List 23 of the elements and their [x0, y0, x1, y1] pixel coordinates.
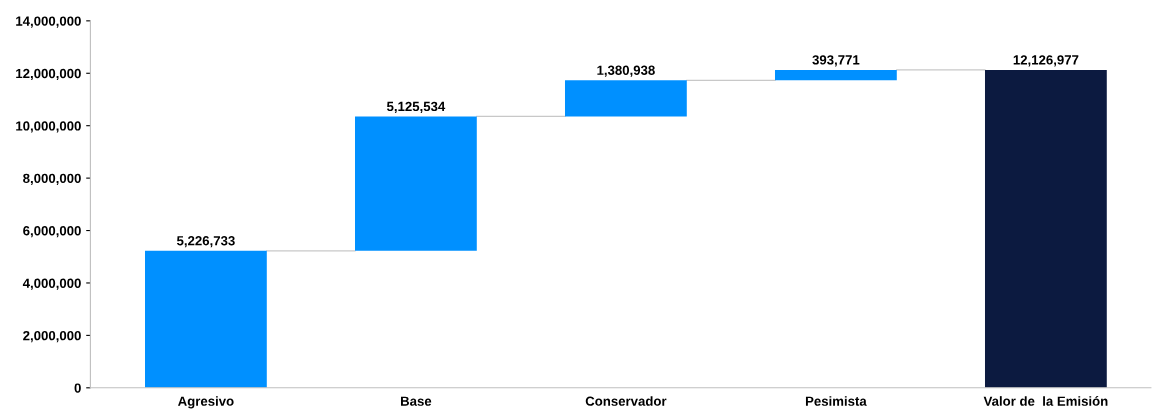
data-label: 393,771: [812, 55, 860, 67]
bar: [565, 80, 687, 117]
bar: [145, 250, 267, 388]
x-tick-label: Base: [401, 396, 432, 406]
data-label: 12,126,977: [1013, 55, 1079, 67]
x-tick-label: Conservador: [585, 396, 667, 406]
x-tick-label: Valor de la Emisión: [983, 396, 1108, 406]
data-label: 1,380,938: [597, 65, 655, 77]
data-label: 5,125,534: [386, 101, 446, 113]
y-tick-label: 6,000,000: [23, 226, 81, 238]
bar: [355, 116, 477, 251]
y-tick-label: 0: [74, 383, 81, 393]
y-tick-label: 14,000,000: [16, 16, 81, 28]
y-tick-label: 10,000,000: [16, 121, 81, 133]
x-tick-label: Agresivo: [178, 396, 234, 409]
bar: [984, 69, 1107, 388]
bar: [774, 69, 897, 81]
y-tick-label: 12,000,000: [16, 68, 81, 81]
x-tick-label: Pesimista: [805, 396, 867, 406]
y-tick-label: 2,000,000: [23, 330, 81, 343]
data-label: 5,226,733: [176, 236, 235, 248]
y-tick-label: 8,000,000: [23, 173, 81, 185]
y-tick-label: 4,000,000: [22, 278, 81, 290]
